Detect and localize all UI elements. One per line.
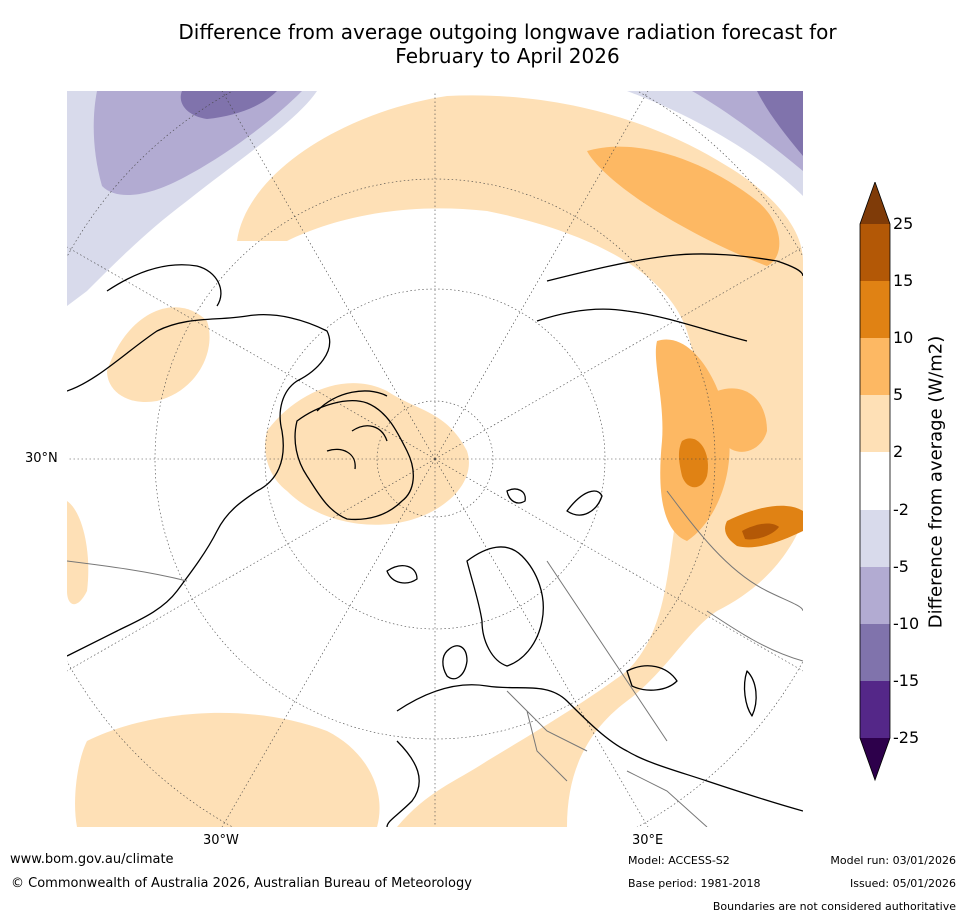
- colorbar-title: Difference from average (W/m2): [925, 335, 947, 629]
- colorbar-segment-neg5-to-neg2: [860, 510, 890, 567]
- map-title: Difference from average outgoing longwav…: [0, 20, 965, 68]
- meridian-30w: [221, 458, 436, 827]
- colorbar-tick-label: -10: [893, 614, 920, 633]
- anomaly-region-neg-5-10-northwest: [93, 91, 302, 196]
- colorbar-overflow-arrow: [860, 182, 890, 224]
- map-canvas: [67, 91, 803, 827]
- meridian-30e: [434, 458, 649, 827]
- meridian-120w: [67, 246, 436, 460]
- coastline-europe: [386, 684, 803, 827]
- meridian-150w: [221, 91, 436, 460]
- anomaly-region-pos-5-10-siberia: [587, 146, 780, 266]
- footer-copyright: © Commonwealth of Australia 2026, Austra…: [11, 876, 472, 891]
- boundary-europe-1: [506, 690, 588, 782]
- lon-label-30e: 30°E: [632, 833, 664, 848]
- colorbar-segment-neg2-to-2: [860, 452, 890, 510]
- footer-disclaimer: Boundaries are not considered authoritat…: [712, 900, 956, 913]
- graticule: [67, 91, 803, 827]
- lat-label-30n: 30°N: [25, 451, 58, 466]
- graticule-lat-80: [376, 400, 494, 518]
- anomaly-region-pos-5-10-central-asia: [713, 388, 767, 452]
- coastline-siberia: [536, 253, 803, 342]
- footer-issued: Issued: 05/01/2026: [849, 877, 956, 890]
- polar-map: [67, 91, 803, 827]
- map-title-line-1: Difference from average outgoing longwav…: [178, 20, 837, 44]
- coastline-north-america: [67, 314, 331, 657]
- colorbar-tick-label: 25: [893, 214, 914, 233]
- colorbar-tick-label: -5: [893, 557, 909, 576]
- colorbar-segment-neg15-to-neg10: [860, 624, 890, 681]
- country-boundaries: [67, 490, 803, 827]
- boundary-middle-east: [626, 770, 708, 827]
- coastline-alaska: [106, 264, 222, 307]
- anomaly-region-pos-2-5-east-pacific: [67, 501, 89, 605]
- colorbar-tick-label: 5: [893, 385, 904, 404]
- coastline-greenland: [294, 400, 414, 521]
- colorbar-segment-neg10-to-neg5: [860, 567, 890, 624]
- meridian-150e: [434, 91, 649, 460]
- coastline-british-isles: [442, 645, 468, 680]
- colorbar-segment-15-to-25: [860, 224, 890, 281]
- anomaly-region-neg-10-15-northeast: [757, 91, 803, 156]
- anomaly-region-pos-2-5-arctic-belt: [237, 95, 803, 827]
- boundary-russia-south: [666, 490, 803, 612]
- map-title-line-2: February to April 2026: [395, 44, 620, 68]
- colorbar-tick-label: -2: [893, 500, 909, 519]
- boundary-canada-us: [67, 560, 188, 582]
- lon-label-30w: 30°W: [203, 833, 239, 848]
- coastline-iceland: [386, 565, 418, 584]
- colorbar-segment-10-to-15: [860, 281, 890, 338]
- coastline-novaya-zemlya: [566, 490, 603, 516]
- footer-base-period: Base period: 1981-2018: [628, 877, 761, 890]
- boundary-kazakhstan: [706, 610, 803, 662]
- colorbar-segment-5-to-10: [860, 338, 890, 395]
- footer-website: www.bom.gov.au/climate: [10, 852, 174, 867]
- colorbar: [859, 182, 891, 782]
- colorbar-tick-label: 2: [893, 442, 904, 461]
- colorbar-tick-label: 15: [893, 271, 914, 290]
- boundary-russia-west: [546, 560, 668, 742]
- anomaly-region-pos-15-25-central-asia: [742, 523, 779, 540]
- graticule-lat-60: [264, 288, 606, 630]
- colorbar-tick-label: -15: [893, 671, 920, 690]
- footer-model-run: Model run: 03/01/2026: [830, 854, 956, 867]
- anomaly-region-pos-10-15-russia: [678, 438, 708, 488]
- anomaly-region-pos-2-5-north-pacific: [107, 307, 210, 402]
- footer-model: Model: ACCESS-S2: [628, 854, 730, 867]
- anomaly-region-neg-10-15-northwest: [180, 91, 277, 119]
- colorbar-outline: [859, 182, 891, 782]
- colorbar-segment-2-to-5: [860, 395, 890, 452]
- colorbar-tick-label: -25: [893, 728, 920, 747]
- colorbar-underflow-arrow: [860, 738, 890, 780]
- coastline-black-sea: [626, 665, 678, 691]
- colorbar-tick-label: 10: [893, 328, 914, 347]
- meridian-120e: [434, 246, 803, 460]
- colorbar-segment-neg25-to-neg15: [860, 681, 890, 738]
- coastline-caspian-sea: [743, 670, 757, 717]
- anomaly-region-pos-2-5-north-atlantic: [75, 712, 380, 827]
- coastline-svalbard: [506, 488, 526, 504]
- meridian-60w: [67, 458, 436, 672]
- coastlines: [67, 253, 803, 827]
- coastline-canadian-archipelago: [316, 390, 388, 470]
- meridian-60e: [434, 458, 803, 672]
- coastline-scandinavia: [466, 546, 544, 667]
